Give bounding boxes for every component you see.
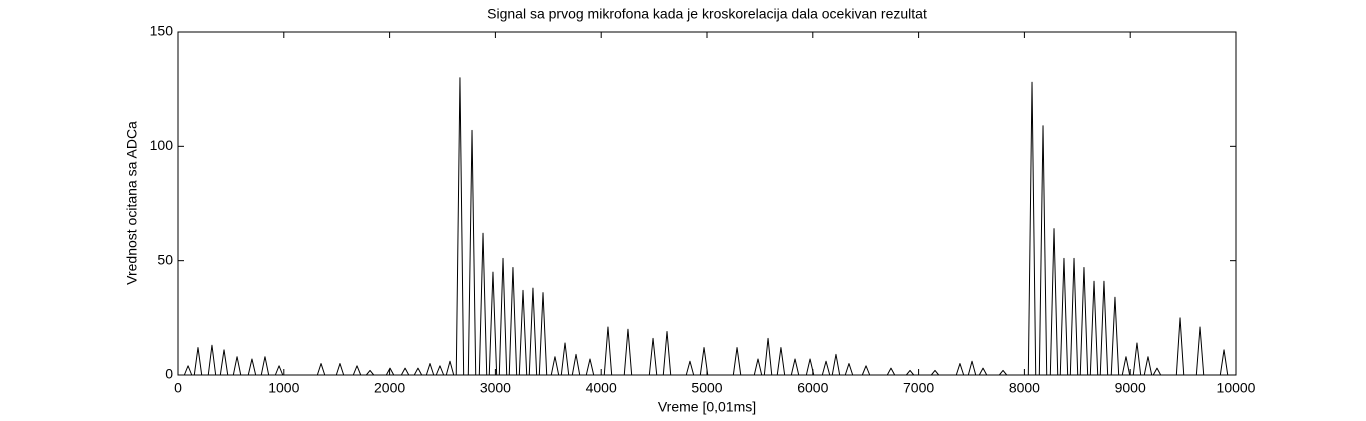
x-tick-label: 3000 bbox=[480, 380, 511, 396]
x-tick-label: 7000 bbox=[903, 380, 934, 396]
y-tick-label: 50 bbox=[157, 251, 173, 267]
x-axis-label: Vreme [0,01ms] bbox=[658, 399, 756, 415]
x-tick-label: 0 bbox=[174, 380, 182, 396]
x-tick-label: 8000 bbox=[1009, 380, 1040, 396]
y-tick-label: 0 bbox=[165, 366, 173, 382]
y-tick-label: 100 bbox=[150, 137, 174, 153]
x-tick-label: 10000 bbox=[1217, 380, 1256, 396]
x-tick-label: 4000 bbox=[586, 380, 617, 396]
x-tick-label: 2000 bbox=[374, 380, 405, 396]
x-tick-label: 9000 bbox=[1115, 380, 1146, 396]
y-axis-label: Vrednost ocitana sa ADCa bbox=[124, 121, 140, 285]
chart-title: Signal sa prvog mikrofona kada je krosko… bbox=[487, 6, 927, 22]
x-tick-label: 6000 bbox=[797, 380, 828, 396]
x-tick-label: 1000 bbox=[268, 380, 299, 396]
x-tick-label: 5000 bbox=[691, 380, 722, 396]
signal-line bbox=[183, 77, 1229, 376]
y-tick-label: 150 bbox=[150, 23, 174, 39]
